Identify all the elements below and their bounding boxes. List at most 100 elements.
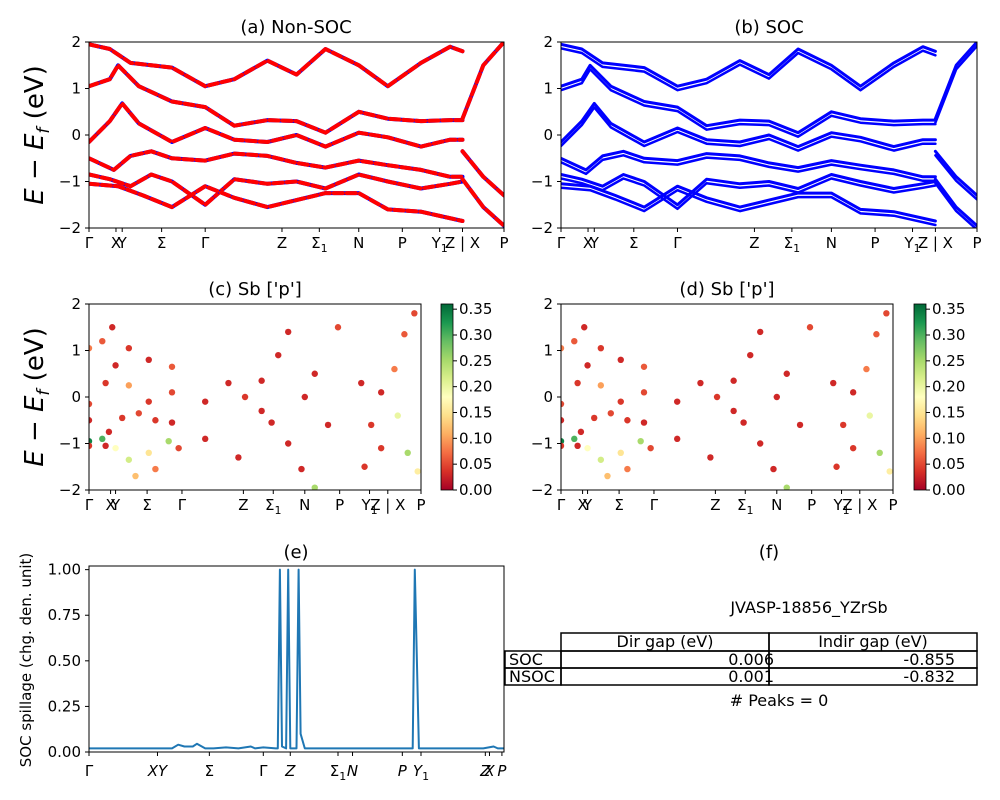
projected-point — [125, 344, 133, 352]
kpath-label: P — [888, 496, 897, 514]
panel-f-gap-table: (f) JVASP-18856_YZrSb Dir gap (eV) Indir… — [504, 542, 978, 710]
projected-point — [584, 362, 591, 369]
ytick-label: −1 — [531, 435, 553, 453]
projected-point — [125, 456, 133, 463]
ytick-label: −2 — [59, 481, 81, 499]
projected-point — [102, 442, 109, 450]
projected-point — [119, 414, 126, 422]
kpath-label: Y — [589, 234, 600, 252]
projected-point — [125, 382, 133, 389]
table-row-soc-label: SOC — [509, 650, 543, 669]
colorbar-label: 0.10 — [932, 429, 965, 447]
band-line — [933, 42, 977, 121]
projected-point — [132, 472, 139, 480]
material-title: JVASP-18856_YZrSb — [729, 598, 887, 618]
kpath-label: P — [871, 234, 880, 252]
colorbar-label: 0.05 — [459, 455, 492, 473]
projected-point — [674, 435, 681, 443]
kpath-label: Z — [284, 762, 296, 780]
kpath-label: Γ — [85, 234, 94, 252]
table-header-indir: Indir gap (eV) — [818, 632, 928, 651]
ytick-label: 2 — [71, 33, 81, 51]
kpath-label: N — [299, 496, 310, 514]
projected-point — [833, 463, 840, 470]
projected-point — [849, 444, 857, 452]
band-line — [89, 42, 465, 89]
projected-point — [145, 356, 152, 363]
ytick-label: −1 — [531, 173, 553, 191]
projected-point — [730, 407, 737, 415]
projected-point — [624, 465, 631, 473]
kpath-label: N — [353, 234, 364, 252]
projected-point — [597, 344, 605, 352]
colorbar-gradient — [440, 303, 454, 491]
kpath-label: P — [499, 234, 508, 252]
band-line — [561, 42, 937, 88]
kpath-label: Σ1 — [737, 496, 753, 517]
band-lines-a — [89, 42, 504, 228]
projected-point — [298, 465, 305, 473]
projected-point — [647, 444, 654, 452]
projected-points-c — [89, 310, 421, 490]
ytick-label: −2 — [59, 219, 81, 237]
projected-point — [401, 331, 408, 338]
kpath-label: Z — [238, 496, 248, 514]
band-line — [934, 44, 977, 124]
kpath-label: Z — [479, 762, 491, 780]
band-line — [460, 149, 504, 198]
projected-point — [152, 465, 159, 473]
projected-point — [876, 449, 883, 456]
kpath-label: X — [483, 762, 495, 780]
kpath-label: Y — [110, 496, 121, 514]
y-ticks-e: 1.00 0.75 0.50 0.25 0.00 — [48, 561, 89, 761]
table-row-nsoc-label: NSOC — [509, 667, 555, 686]
y-ticks-c: 2 1 0 −1 −2 — [59, 295, 89, 499]
projected-point — [105, 428, 113, 436]
projected-point — [89, 442, 93, 450]
colorbar-label: 0.30 — [459, 326, 492, 344]
colorbar-label: 0.00 — [459, 481, 492, 499]
projected-point — [109, 324, 116, 331]
projected-point — [584, 444, 591, 452]
band-lines-b — [561, 42, 977, 228]
panel-d-title: (d) Sb ['p'] — [679, 279, 774, 300]
y-ticks-a: 2 1 0 −1 −2 — [59, 33, 89, 237]
projected-point — [377, 389, 385, 396]
projected-point — [324, 421, 332, 429]
projected-point — [806, 324, 814, 331]
kpath-label: Γ — [557, 496, 566, 514]
kpath-label: Y — [117, 234, 128, 252]
projected-point — [757, 328, 764, 336]
band-line — [89, 63, 465, 135]
ytick-label: 2 — [71, 295, 81, 313]
projected-point — [258, 377, 265, 384]
colorbar-label: 0.00 — [932, 481, 965, 499]
table-row-nsoc-indir: -0.832 — [903, 667, 955, 686]
panel-f-title: (f) — [759, 542, 779, 563]
projected-point — [168, 389, 176, 396]
kpath-label: X — [111, 234, 121, 252]
kpath-label: Y1 — [413, 762, 429, 783]
projected-point — [99, 338, 106, 345]
colorbar-c: 0.35 0.30 0.25 0.20 0.15 0.10 0.05 0.00 — [440, 300, 492, 499]
kpath-label: X — [583, 234, 593, 252]
kpath-label: P — [416, 496, 425, 514]
projected-point — [414, 468, 421, 475]
table-header-dir: Dir gap (eV) — [617, 632, 714, 651]
table-row-soc-indir: -0.855 — [903, 650, 955, 669]
projected-point — [740, 419, 747, 426]
colorbar-label: 0.10 — [459, 429, 492, 447]
projected-point — [571, 338, 578, 345]
band-line — [561, 68, 937, 138]
projected-point — [604, 472, 611, 480]
colorbar-label: 0.35 — [459, 300, 492, 318]
projected-point — [886, 468, 893, 475]
colorbar-gradient — [913, 303, 927, 491]
colorbar-label: 0.05 — [932, 455, 965, 473]
band-line — [89, 101, 465, 149]
kpath-label: P — [398, 234, 407, 252]
